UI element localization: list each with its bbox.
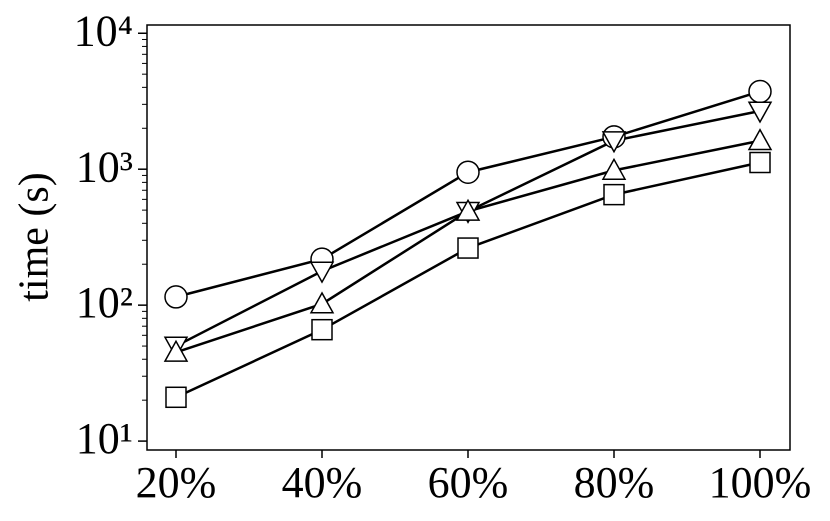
marker (457, 237, 479, 259)
marker (603, 183, 625, 206)
marker (748, 79, 772, 104)
x-tick-label: 100% (709, 458, 812, 507)
marker (165, 386, 187, 409)
marker (309, 291, 335, 314)
y-tick-label: 10¹ (76, 414, 133, 463)
marker (747, 101, 773, 124)
y-tick-label: 10³ (76, 142, 133, 191)
marker (749, 151, 771, 174)
marker (309, 261, 335, 284)
marker (163, 339, 189, 362)
y-axis-label: time (s) (12, 172, 58, 301)
x-tick-label: 60% (428, 458, 509, 507)
y-tick-label: 10⁴ (74, 6, 133, 55)
series-line (175, 109, 761, 348)
marker (601, 131, 627, 154)
y-tick-label: 10² (76, 278, 133, 327)
x-tick-label: 20% (136, 458, 217, 507)
x-tick-label: 80% (574, 458, 655, 507)
x-tick-label: 40% (282, 458, 363, 507)
marker (311, 318, 333, 341)
marker (455, 198, 481, 221)
series-line (175, 90, 761, 299)
marker (747, 128, 773, 151)
series-line (175, 161, 761, 399)
marker (601, 157, 627, 180)
marker (456, 160, 480, 184)
marker (164, 285, 188, 309)
